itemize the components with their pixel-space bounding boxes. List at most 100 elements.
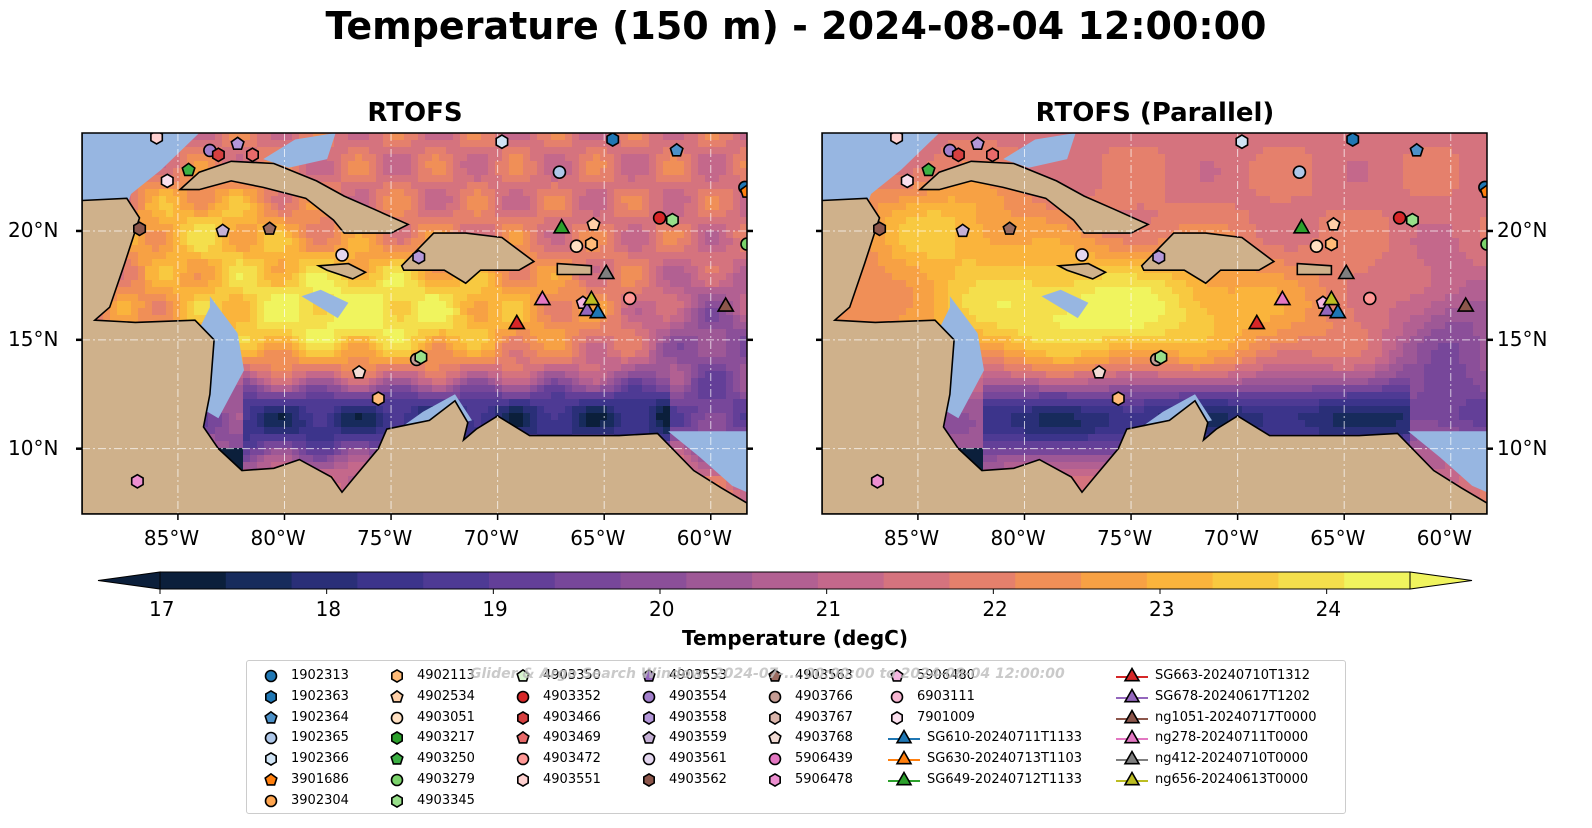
legend-label: 5906439 — [795, 751, 853, 767]
colorbar-tick-label: 21 — [815, 597, 842, 621]
legend-triangle-icon — [1123, 750, 1141, 765]
colorbar-tick-label: 19 — [482, 597, 508, 621]
legend-label: 6903111 — [917, 688, 975, 704]
legend-marker-icon — [768, 752, 782, 766]
legend-marker-icon — [390, 711, 404, 724]
float-marker — [669, 142, 684, 157]
legend-pentagon-icon — [768, 668, 782, 682]
legend-circle-icon — [768, 752, 782, 766]
float-marker — [246, 147, 260, 163]
legend-marker-icon — [391, 793, 403, 808]
float-marker — [739, 184, 747, 198]
float-marker — [262, 221, 277, 235]
legend-label: 3901686 — [291, 772, 349, 787]
y-tick-label: 15°N — [8, 326, 59, 351]
legend-marker-icon — [888, 729, 920, 744]
colorbar-tick-label: 22 — [982, 597, 1008, 621]
float-marker — [652, 211, 667, 225]
legend-pentagon-icon — [890, 668, 904, 682]
float-marker — [1235, 134, 1249, 150]
legend-marker-icon — [642, 690, 656, 704]
legend-hexagon-icon — [265, 752, 277, 767]
x-tick-label: 75°W — [357, 526, 413, 550]
y-tick-label: 10°N — [1497, 435, 1548, 460]
float-marker — [1111, 391, 1125, 407]
colorbar-tick-label: 18 — [315, 597, 342, 621]
float-marker — [1392, 211, 1407, 225]
legend-label: 4903551 — [543, 772, 601, 787]
legend-marker-icon — [769, 772, 781, 788]
legend-hexagon-icon — [265, 689, 277, 704]
legend-marker-icon — [391, 668, 403, 684]
float-marker — [1075, 248, 1089, 262]
legend-marker-icon — [516, 752, 530, 766]
float-marker — [606, 133, 620, 148]
glider-marker — [533, 289, 552, 306]
x-tick-label: 65°W — [1310, 526, 1366, 550]
legend-label: 4903466 — [543, 709, 601, 725]
legend-hexagon-icon — [643, 710, 655, 725]
legend-label: 1902365 — [291, 730, 349, 746]
float-marker — [351, 364, 367, 379]
float-marker — [584, 236, 598, 252]
legend-marker-icon — [643, 772, 655, 788]
legend-label: 4903767 — [795, 709, 853, 725]
legend-pentagon-icon — [516, 668, 530, 682]
float-marker — [622, 291, 637, 306]
colorbar-tick-label: 23 — [1149, 597, 1175, 621]
legend-marker-icon — [1116, 687, 1148, 703]
glider-marker — [1328, 302, 1347, 319]
legend-marker-icon — [1116, 750, 1148, 765]
legend-label: SG649-20240712T1133 — [927, 772, 1083, 787]
x-tick-label: 70°W — [1203, 526, 1259, 550]
float-marker — [371, 391, 385, 407]
legend-label: 4903250 — [417, 751, 475, 767]
glider-marker — [1292, 217, 1311, 234]
legend-marker-icon — [891, 710, 903, 725]
colorbar-tick-label: 20 — [649, 597, 675, 621]
legend-label: SG630-20240713T1103 — [927, 751, 1083, 767]
glider-marker — [597, 263, 616, 280]
legend-label: 5906478 — [795, 772, 853, 787]
float-marker — [586, 216, 601, 231]
legend-label: 3902304 — [291, 792, 349, 808]
glider-marker — [1318, 300, 1337, 317]
legend-hexagon-icon — [391, 793, 403, 808]
x-tick-label: 60°W — [1416, 526, 1472, 550]
legend: 1902313 1902363 1902364 1902365 1902366 39016… — [246, 660, 1346, 814]
float-marker — [985, 147, 1000, 163]
legend-label: 1902363 — [291, 688, 349, 704]
legend-marker-icon — [265, 689, 277, 704]
legend-hexagon-icon — [517, 710, 529, 725]
legend-circle-icon — [516, 752, 530, 766]
legend-marker-icon — [516, 731, 530, 745]
legend-marker-icon — [768, 690, 782, 704]
float-marker — [569, 239, 584, 254]
legend-label: ng656-20240613T0000 — [1155, 772, 1309, 787]
x-tick-label: 85°W — [143, 526, 200, 550]
legend-marker-icon — [390, 752, 404, 765]
colorbar-tick-label: 24 — [1315, 597, 1342, 621]
glider-marker — [588, 302, 607, 319]
legend-label: 4903051 — [417, 709, 475, 725]
float-marker — [211, 147, 225, 163]
legend-marker-icon — [264, 732, 278, 745]
float-marker — [1002, 221, 1017, 235]
float-marker — [1405, 212, 1419, 228]
legend-label: 4903558 — [669, 709, 727, 725]
legend-circle-icon — [516, 690, 530, 704]
legend-label: 4903472 — [543, 751, 601, 767]
legend-label: 1902364 — [291, 709, 349, 725]
legend-triangle-icon — [1123, 687, 1141, 703]
legend-label: 4903561 — [669, 751, 727, 767]
glider-marker — [578, 300, 597, 317]
legend-label: 4903563 — [795, 668, 853, 683]
legend-marker-icon — [642, 752, 656, 766]
legend-marker-icon — [1116, 771, 1148, 786]
legend-label: 4903553 — [669, 668, 727, 683]
glider-marker — [1337, 263, 1356, 280]
glider-marker — [1273, 289, 1292, 306]
float-marker — [870, 473, 884, 489]
legend-label: 4903350 — [543, 668, 601, 683]
